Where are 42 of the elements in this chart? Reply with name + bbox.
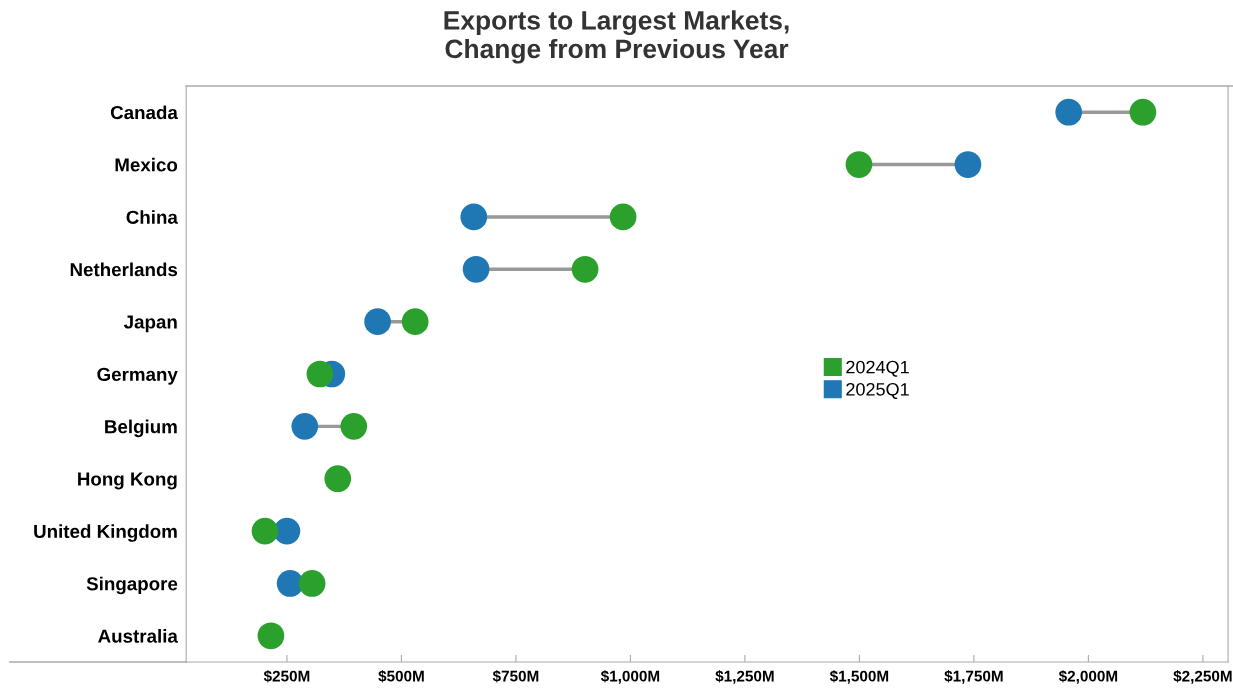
y-tick-label: Mexico: [115, 157, 178, 172]
x-tick-label: $1,500M: [829, 670, 889, 684]
point: [460, 203, 488, 231]
point: [298, 570, 326, 597]
chart-title: Exports to Largest Markets, Change from Previous Year: [444, 10, 789, 64]
point: [273, 517, 301, 545]
point: [401, 308, 429, 335]
y-tick-label: Canada: [110, 105, 178, 120]
point: [340, 413, 368, 440]
point: [845, 151, 873, 178]
x-tick-label: $2,250M: [1173, 670, 1232, 684]
x-tick-label: $1,000M: [600, 670, 660, 684]
x-tick-label: $1,250M: [715, 670, 774, 684]
point: [364, 308, 391, 335]
x-tick-label: $500M: [378, 670, 424, 683]
point: [571, 255, 599, 283]
point: [954, 151, 982, 178]
point: [462, 255, 490, 283]
point: [276, 570, 304, 597]
x-tick-label: $1,750M: [944, 670, 1003, 684]
point: [1129, 98, 1157, 126]
y-tick-label: Australia: [98, 629, 178, 643]
legend-label: 2024Q1: [846, 360, 909, 377]
x-tick-label: $750M: [492, 670, 539, 683]
point: [251, 517, 279, 545]
y-tick-label: Netherlands: [70, 262, 178, 277]
y-tick-label: United Kingdom: [34, 524, 177, 542]
legend-label: 2025Q1: [846, 382, 909, 399]
y-tick-label: Belgium: [105, 419, 177, 438]
y-tick-label: Germany: [97, 367, 178, 385]
point: [609, 203, 637, 231]
point: [257, 622, 285, 650]
y-tick-label: Hong Kong: [78, 472, 177, 490]
point: [324, 465, 352, 493]
point: [306, 360, 334, 388]
y-tick-label: China: [126, 210, 178, 224]
point: [1055, 98, 1083, 126]
x-tick-label: $2,000M: [1058, 670, 1118, 684]
y-tick-label: Japan: [123, 315, 177, 333]
point: [291, 413, 319, 440]
y-tick-label: Singapore: [86, 576, 178, 595]
x-tick-label: $250M: [263, 670, 310, 683]
